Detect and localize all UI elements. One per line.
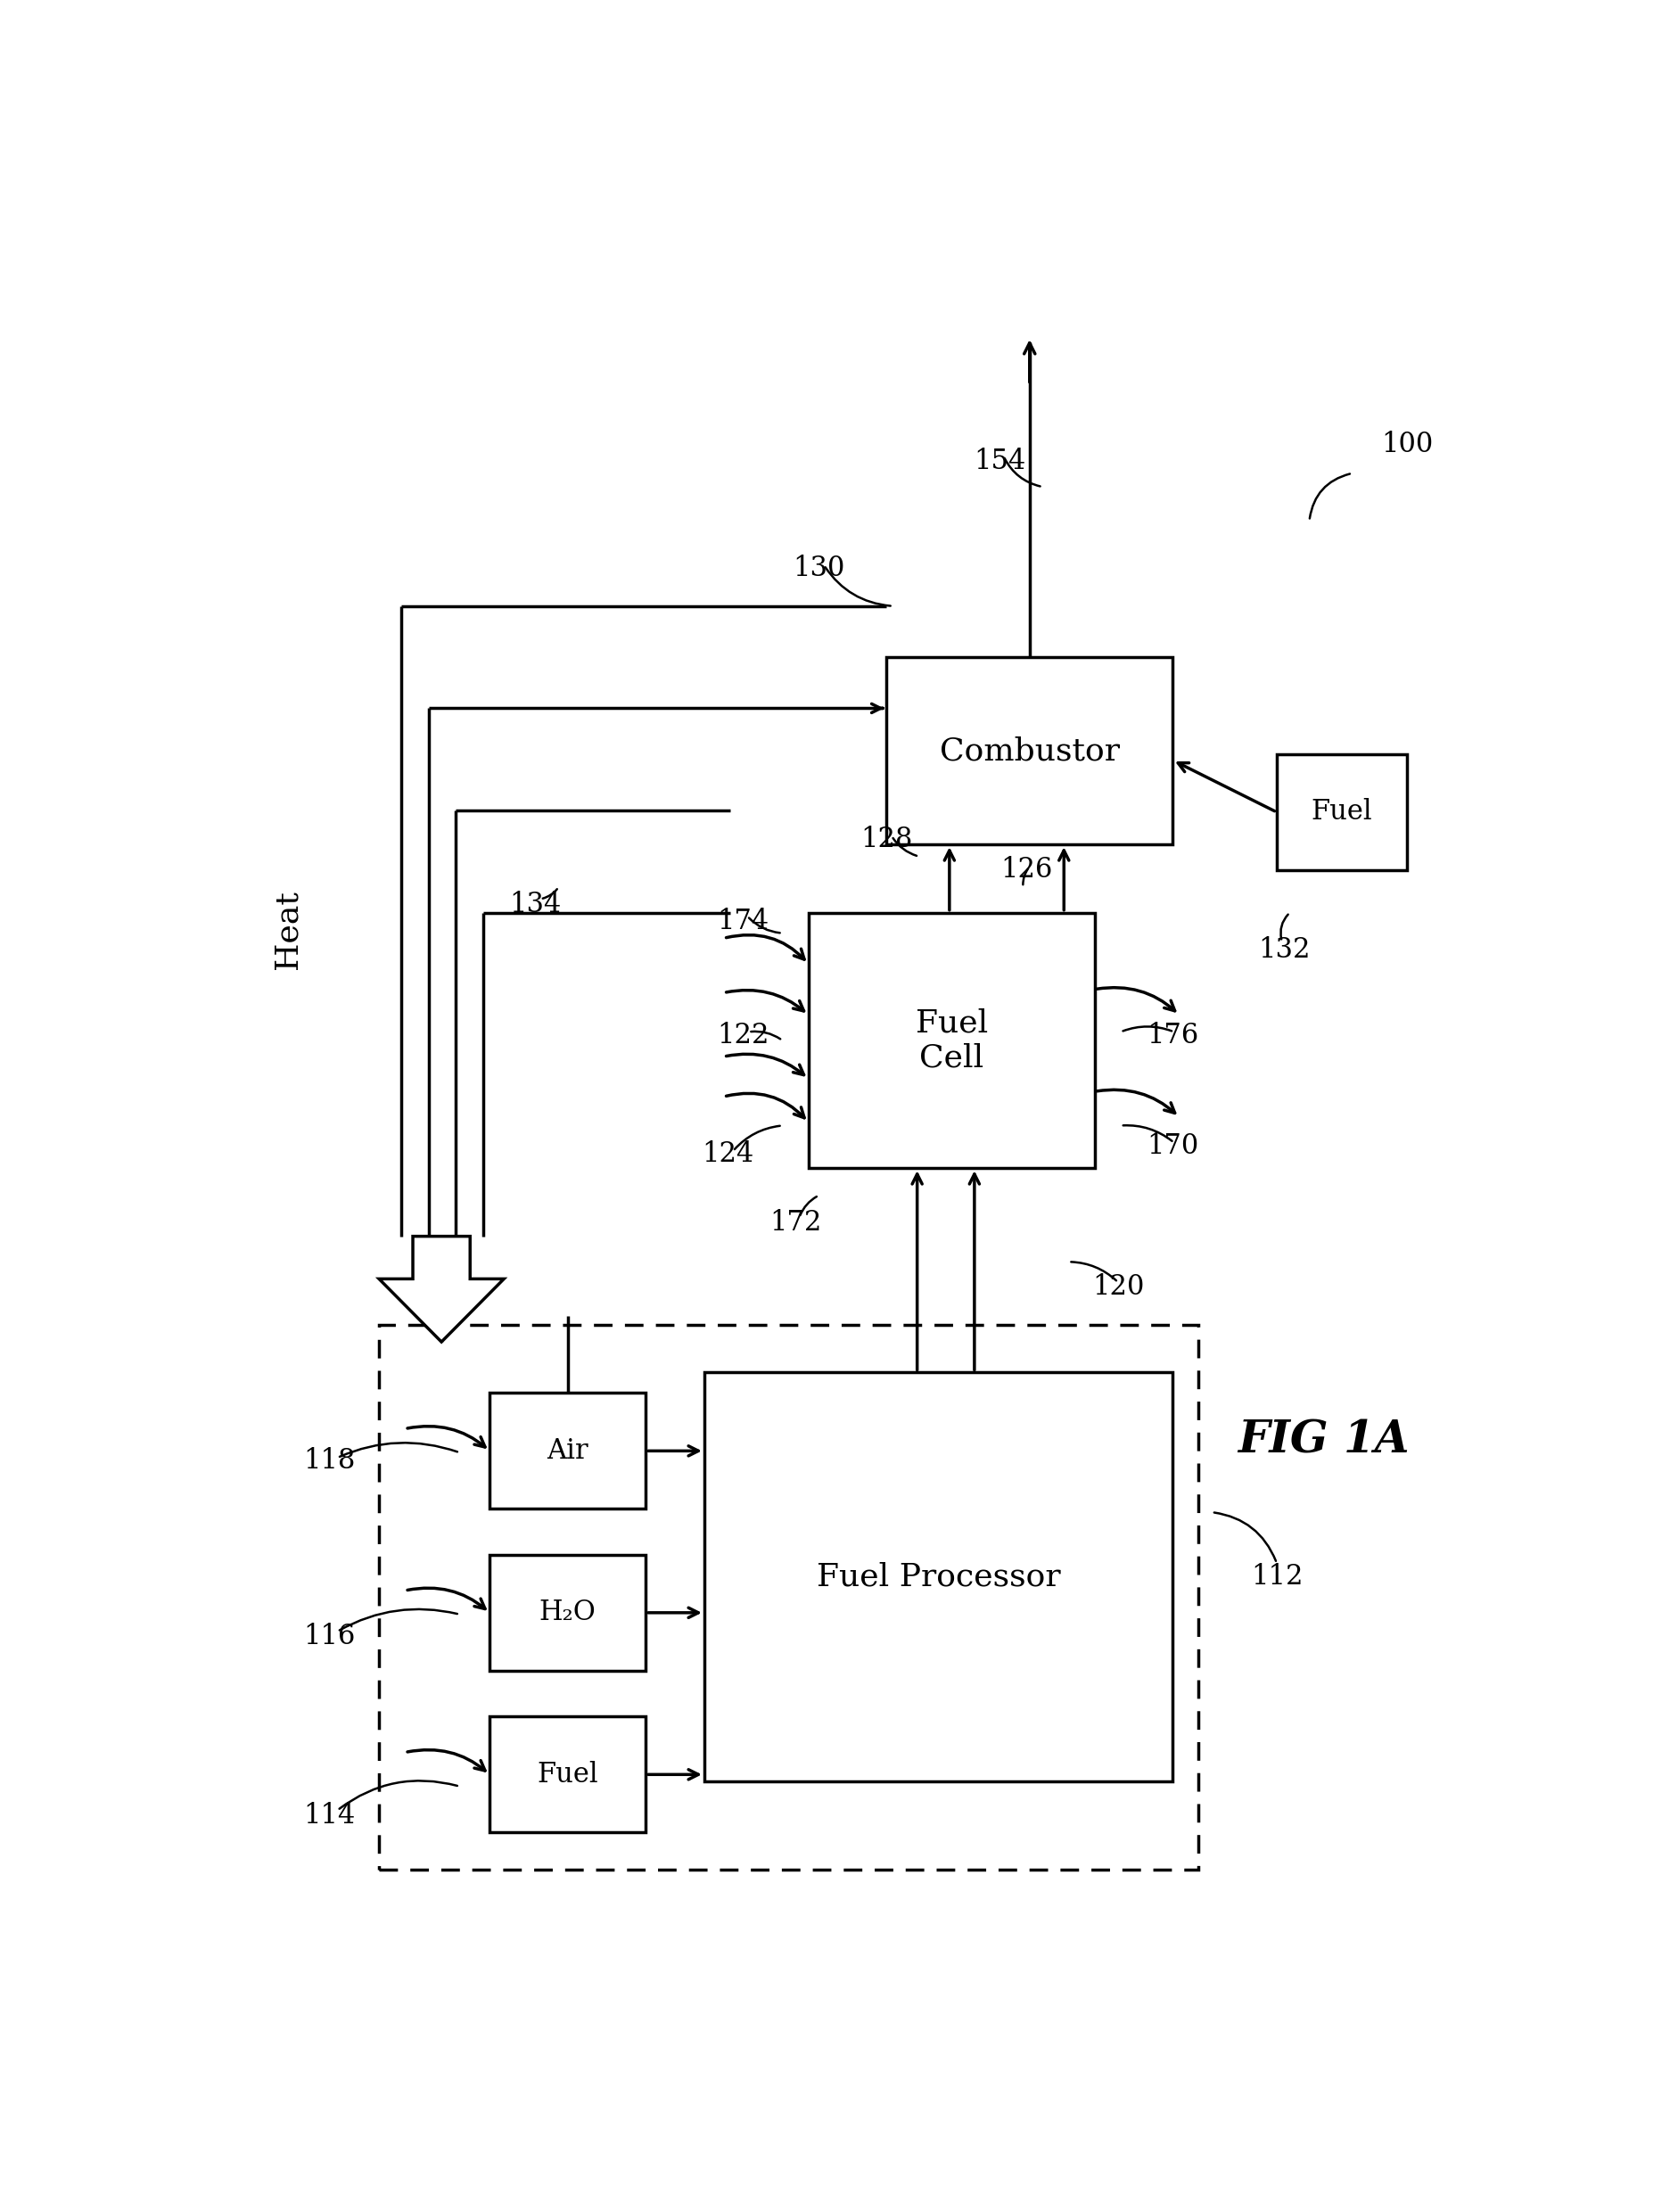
Text: 118: 118 [304,1447,356,1475]
Text: 174: 174 [717,907,769,936]
Text: Heat: Heat [272,889,304,969]
Bar [379,1325,1198,1869]
Text: Fuel: Fuel [537,1761,597,1787]
Text: 122: 122 [717,1022,769,1048]
Text: Combustor: Combustor [940,737,1119,765]
Text: 172: 172 [769,1208,821,1237]
Text: 134: 134 [508,891,560,918]
Text: 120: 120 [1091,1274,1143,1301]
Text: 130: 130 [792,555,844,582]
Text: 154: 154 [973,447,1025,476]
Bar [490,1717,646,1832]
Text: Fuel: Fuel [1311,799,1371,825]
Text: FIG 1A: FIG 1A [1237,1418,1408,1462]
Text: 132: 132 [1258,936,1311,964]
Bar [490,1394,646,1509]
Text: Fuel
Cell: Fuel Cell [915,1009,987,1073]
Text: H₂O: H₂O [539,1599,596,1626]
Text: 126: 126 [1000,856,1052,885]
Text: 114: 114 [304,1801,356,1829]
Bar [705,1371,1171,1781]
Bar [1275,754,1406,869]
Text: Air: Air [547,1438,589,1464]
Text: 116: 116 [304,1624,356,1650]
Text: 124: 124 [701,1141,753,1168]
Text: Fuel Processor: Fuel Processor [816,1562,1060,1593]
Bar [490,1555,646,1670]
Polygon shape [379,1237,503,1343]
Text: 112: 112 [1250,1564,1302,1590]
Text: 170: 170 [1146,1133,1198,1159]
Text: 100: 100 [1381,431,1431,458]
Text: 128: 128 [861,825,913,854]
Bar [886,657,1171,845]
Text: 176: 176 [1146,1022,1198,1048]
Bar [809,914,1094,1168]
